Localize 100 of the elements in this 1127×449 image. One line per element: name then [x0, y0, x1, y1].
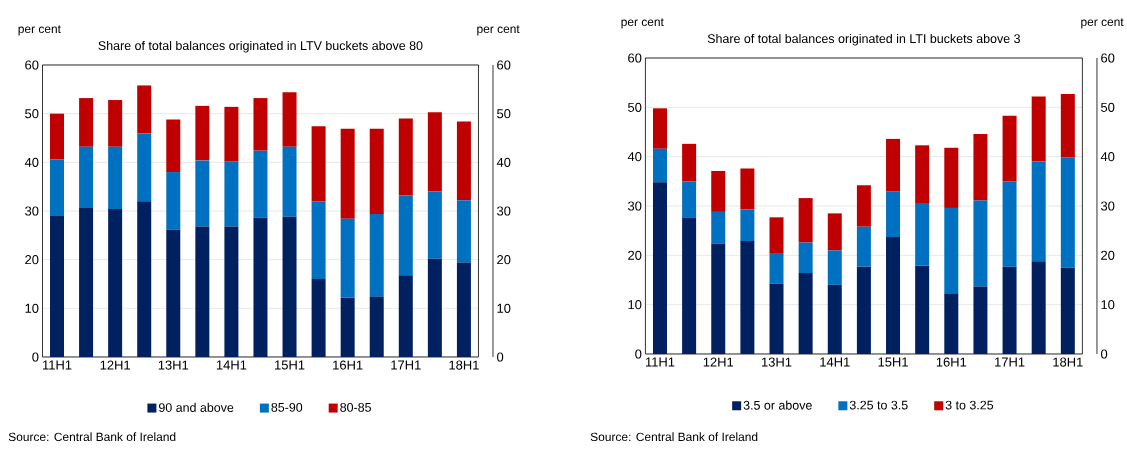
y2-tick-label: 0: [1100, 349, 1108, 359]
bar: [79, 146, 94, 209]
bar: [137, 133, 152, 202]
bar: [827, 213, 842, 251]
y2-tick-label: 30: [1100, 201, 1115, 211]
y-tick-label: 50: [25, 109, 39, 119]
bar: [1002, 181, 1017, 267]
y2-tick-label: 0: [497, 352, 504, 362]
y2-tick-label: 20: [1101, 250, 1115, 260]
bar: [886, 237, 901, 354]
bar: [311, 201, 326, 280]
x-tick-label: 13H1: [158, 360, 189, 370]
bar: [973, 286, 988, 354]
bar: [311, 126, 326, 202]
y-tick-label: 40: [627, 152, 642, 162]
x-tick-label: 15H1: [878, 357, 908, 367]
y-tick-label: 10: [628, 300, 642, 310]
bar: [652, 182, 667, 354]
x-tick-label: 18H1: [1053, 357, 1083, 367]
bar: [282, 92, 297, 147]
bar: [1060, 267, 1075, 354]
bar: [1002, 266, 1017, 354]
bar: [427, 191, 442, 259]
bar: [282, 216, 297, 357]
y2-tick-label: 60: [1101, 53, 1115, 63]
bar: [456, 262, 471, 357]
bar: [398, 275, 413, 357]
y-tick-label: 50: [628, 102, 642, 112]
bar: [886, 138, 901, 192]
y2-axis-title: per cent: [1081, 18, 1124, 29]
bar: [682, 181, 697, 218]
y-tick-label: 20: [25, 255, 39, 265]
legend-label: 80-85: [340, 403, 372, 412]
chart-title: Share of total balances originated in LTV buckets above 80: [98, 40, 423, 53]
bar: [740, 241, 755, 354]
y2-tick-label: 30: [497, 206, 511, 216]
bar: [108, 146, 123, 210]
y2-tick-label: 60: [497, 60, 511, 70]
bar: [740, 168, 755, 210]
bar: [769, 217, 784, 254]
x-tick-label: 17H1: [391, 360, 421, 370]
y2-tick-label: 10: [497, 303, 511, 313]
x-tick-label: 13H1: [762, 357, 792, 367]
bar: [166, 229, 181, 357]
bar: [340, 297, 355, 357]
legend-label: 85-90: [271, 403, 303, 412]
bar: [224, 226, 239, 357]
bar: [973, 133, 988, 201]
bar: [1031, 161, 1046, 262]
y-axis-title: per cent: [621, 18, 664, 29]
bar: [827, 284, 842, 354]
bar: [108, 100, 123, 147]
bar: [166, 119, 181, 173]
y-tick-label: 30: [25, 206, 39, 216]
y-tick-label: 20: [628, 250, 642, 260]
bar: [711, 211, 726, 244]
chart-title: Share of total balances originated in LTI buckets above 3: [707, 33, 1020, 46]
bar: [253, 98, 268, 151]
x-tick-label: 16H1: [333, 360, 363, 370]
bar: [1060, 94, 1075, 158]
bar: [652, 148, 667, 183]
x-tick-label: 15H1: [275, 360, 305, 370]
bar: [369, 296, 384, 357]
bar: [711, 243, 726, 354]
bar: [137, 201, 152, 357]
legend-label: 3.25 to 3.5: [849, 400, 908, 410]
y-tick-label: 0: [635, 349, 642, 359]
source-note: Source: Central Bank of Ireland: [590, 432, 758, 442]
bar: [944, 207, 959, 294]
bar: [682, 143, 697, 182]
bar: [915, 265, 930, 354]
source-note: Source: Central Bank of Ireland: [8, 432, 176, 442]
bar: [769, 253, 784, 284]
bar: [195, 226, 210, 357]
x-tick-label: 11H1: [43, 360, 72, 370]
bar: [682, 217, 697, 354]
bar: [856, 185, 871, 227]
y2-tick-label: 50: [497, 109, 511, 119]
x-tick-label: 11H1: [645, 357, 675, 367]
bar: [166, 172, 181, 230]
y-tick-label: 60: [628, 53, 642, 63]
bar: [79, 208, 94, 357]
legend-label: 3 to 3.25: [945, 400, 994, 410]
bar: [769, 283, 784, 354]
bar: [137, 85, 152, 134]
bar: [398, 195, 413, 276]
y2-axis-title: per cent: [477, 25, 520, 36]
x-tick-label: 12H1: [703, 357, 734, 367]
bar: [369, 128, 384, 214]
y2-tick-label: 20: [497, 255, 511, 265]
y-tick-label: 60: [25, 60, 39, 70]
x-tick-label: 18H1: [449, 360, 479, 370]
x-tick-label: 17H1: [995, 357, 1025, 367]
bar: [827, 250, 842, 285]
bar: [915, 203, 930, 266]
bar: [856, 266, 871, 354]
bar: [79, 98, 94, 147]
bar: [1031, 96, 1046, 162]
y2-tick-label: 50: [1101, 102, 1115, 112]
bar: [798, 242, 813, 274]
